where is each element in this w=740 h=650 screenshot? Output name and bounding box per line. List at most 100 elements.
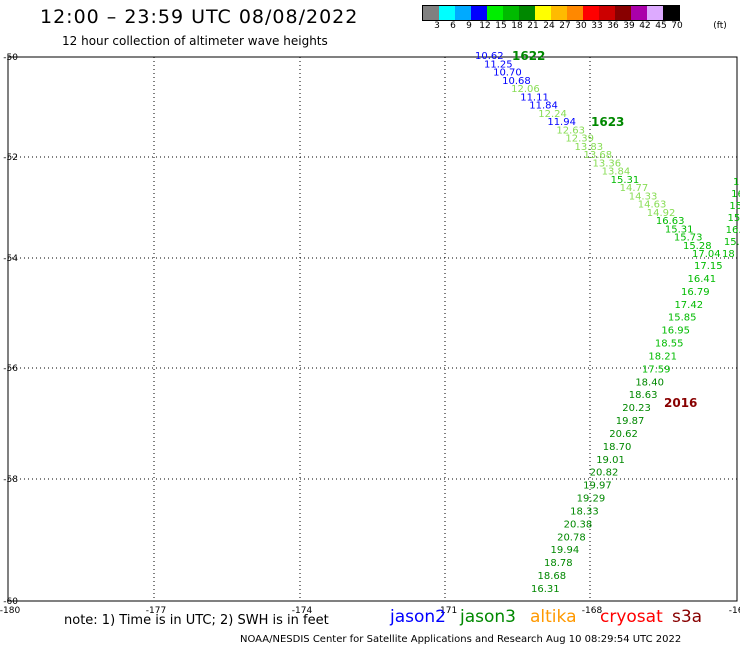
wave-height-value: 11.25 [484,59,513,70]
wave-height-value: 16.41 [687,274,716,285]
footer-credit: NOAA/NESDIS Center for Satellite Applica… [240,634,682,645]
scale-label: 36 [607,21,619,31]
scale-label: 12 [479,21,491,31]
scale-swatch [455,6,471,20]
wave-height-value: 16 [731,189,740,200]
wave-height-value: 12.06 [511,84,540,95]
wave-height-value: 11.11 [520,92,549,103]
wave-height-value: 18.78 [544,558,573,569]
wave-height-value: 19.01 [596,455,625,466]
lon-label: -165 [729,606,740,616]
wave-height-value: 15.73 [674,233,703,244]
scale-swatch [663,6,679,20]
scale-label: 15 [495,21,507,31]
wave-height-value: 16.95 [661,326,690,337]
map-subtitle: 12 hour collection of altimeter wave hei… [62,34,328,48]
wave-height-value: 20.38 [564,519,593,530]
scale-label: 18 [511,21,523,31]
satellite-name: cryosat [600,607,663,627]
scale-label: 21 [527,21,539,31]
wave-height-value: 10.70 [493,68,522,79]
scale-label: 30 [575,21,587,31]
wave-height-value: 20.62 [609,429,638,440]
scale-swatch [503,6,519,20]
pass-label: 2016 [664,396,697,410]
wave-height-value: 13.83 [574,142,603,153]
wave-height-value: 16.77 [726,225,740,236]
wave-height-value: 18.70 [603,442,632,453]
wave-height-value: 20.82 [590,468,619,479]
scale-label: 24 [543,21,555,31]
scale-label: 39 [623,21,635,31]
wave-height-value: 17.15 [694,261,723,272]
wave-height-value: 17.59 [642,364,671,375]
lat-label: -56 [3,364,18,374]
scale-label: 42 [639,21,651,31]
lat-label: -60 [3,597,18,607]
wave-height-value: 12.39 [565,134,594,145]
wave-height-value: 15.5 [728,213,740,224]
scale-swatch [551,6,567,20]
wave-height-value: 20.78 [557,532,586,543]
wave-height-value: 18 [722,249,735,260]
wave-height-value: 1 [733,177,739,188]
wave-height-value: 19.87 [616,416,645,427]
wave-height-color-scale [422,5,680,21]
wave-height-value: 15.85 [668,313,697,324]
wave-height-value: 14.63 [638,200,667,211]
scale-swatch [423,6,439,20]
lon-label: -180 [0,606,20,616]
wave-height-value: 18.21 [648,351,677,362]
lat-label: -58 [3,475,18,485]
wave-height-value: 19.97 [583,481,612,492]
wave-height-value: 13.68 [584,150,613,161]
wave-height-value: 15.31 [611,175,640,186]
wave-height-value: 12.24 [538,109,567,120]
satellite-name: jason3 [460,607,516,627]
wave-height-value: 14.33 [629,191,658,202]
lat-label: -52 [3,153,18,163]
map-title: 12:00 – 23:59 UTC 08/08/2022 [40,6,359,28]
wave-height-value: 14.92 [647,208,676,219]
wave-height-value: 13.36 [593,158,622,169]
scale-label: 27 [559,21,571,31]
wave-height-value: 11.84 [529,101,558,112]
wave-height-value: 18.63 [629,390,658,401]
wave-height-value: 17.42 [674,300,703,311]
scale-swatch [519,6,535,20]
lat-label: -54 [3,254,18,264]
scale-label: 6 [450,21,456,31]
scale-swatch [535,6,551,20]
satellite-name: altika [530,607,577,627]
wave-height-value: 15.28 [724,237,740,248]
wave-height-value: 18.40 [635,377,664,388]
scale-swatch [599,6,615,20]
wave-height-value: 15.31 [665,224,694,235]
wave-height-value: 13.84 [602,167,631,178]
wave-height-value: 10.62 [475,51,504,62]
wave-height-value: 17.04 [692,249,721,260]
legend-note: note: 1) Time is in UTC; 2) SWH is in fe… [64,613,329,628]
lon-label: -177 [146,606,166,616]
wave-height-value: 18.33 [570,506,599,517]
scale-label: 9 [466,21,472,31]
scale-swatch [487,6,503,20]
scale-swatch [583,6,599,20]
satellite-name: jason2 [390,607,446,627]
wave-height-value: 16.63 [656,216,685,227]
wave-height-value: 20.23 [622,403,651,414]
wave-height-value: 16.31 [531,584,560,595]
scale-swatch [615,6,631,20]
wave-height-value: 18.68 [538,571,567,582]
wave-height-value: 15.3 [729,201,740,212]
scale-label: 70 [671,21,683,31]
scale-unit: (ft) [713,21,727,31]
wave-height-value: 11.94 [547,117,576,128]
wave-height-value: 10.68 [502,76,531,87]
lat-label: -50 [3,53,18,63]
pass-label: 1622 [512,49,545,63]
scale-swatch [471,6,487,20]
wave-height-value: 14.77 [620,183,649,194]
scale-swatch [439,6,455,20]
